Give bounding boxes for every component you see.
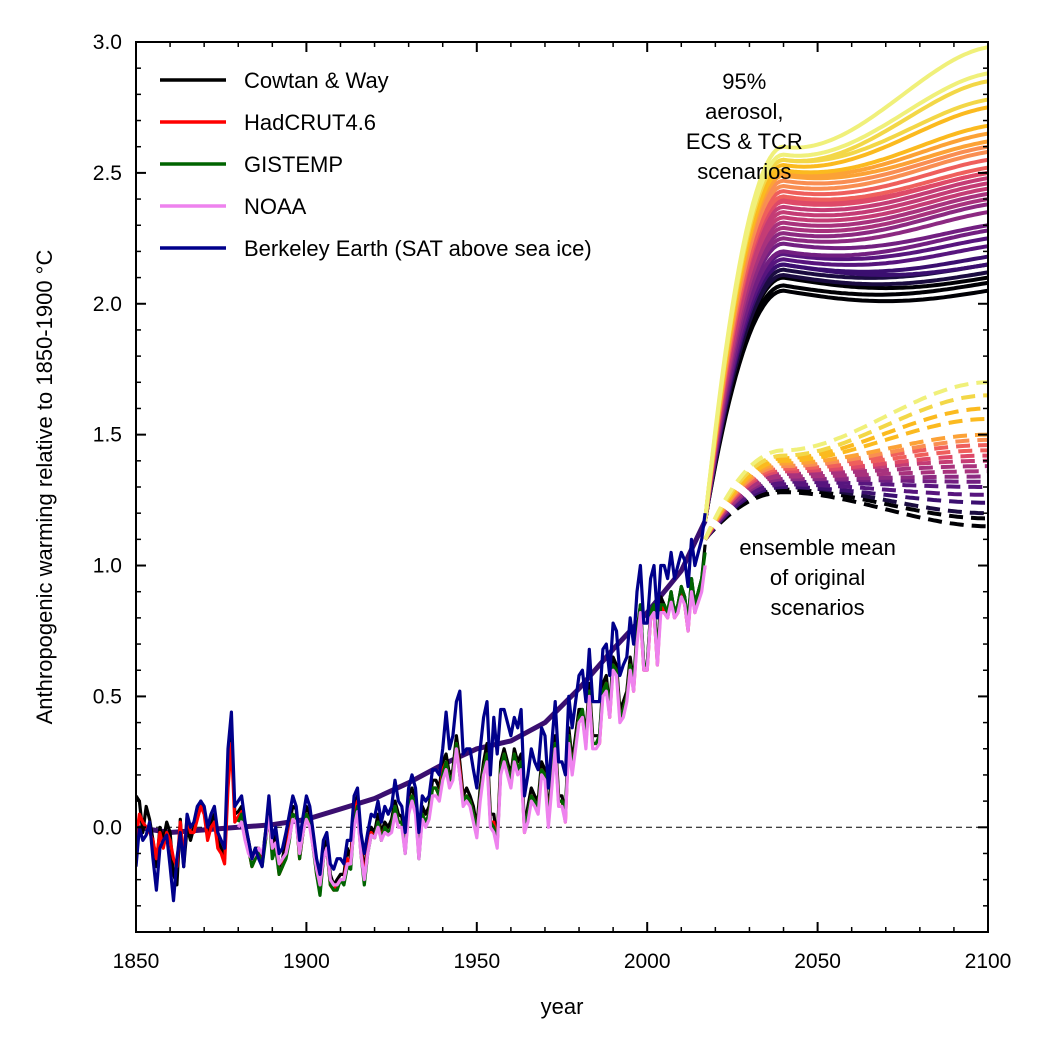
scenario-line-dashed: [703, 490, 988, 541]
legend-label: Berkeley Earth (SAT above sea ice): [244, 236, 592, 261]
legend-label: GISTEMP: [244, 152, 343, 177]
scenario-line-solid: [703, 45, 988, 522]
x-tick-label: 2000: [624, 950, 671, 973]
plot-clip-group: [136, 45, 988, 903]
annotation-line: 95%: [722, 69, 766, 94]
legend-label: Cowtan & Way: [244, 68, 389, 93]
scenario-line-dashed: [703, 487, 988, 541]
scenario-line-dashed: [703, 485, 988, 541]
x-tick-label: 1900: [283, 950, 330, 973]
y-axis-label: Anthropogenic warming relative to 1850-1…: [32, 250, 57, 725]
annotation-line: ECS & TCR: [686, 129, 803, 154]
annotation-line: scenarios: [697, 159, 791, 184]
scenario-line-dashed: [703, 485, 988, 541]
scenario-line-dashed: [703, 432, 988, 541]
observed-line-3: [236, 565, 707, 887]
x-tick-label: 2050: [794, 950, 841, 973]
scenario-line-dashed: [703, 406, 988, 541]
annotation-line: ensemble mean: [739, 535, 896, 560]
y-tick-label: 0.0: [93, 816, 122, 839]
x-tick-label: 1850: [113, 950, 160, 973]
y-tick-label: 0.5: [93, 685, 122, 708]
annotations: 95% aerosol, ECS & TCR scenarios ensemble me…: [686, 69, 896, 620]
observed-line-4: [136, 512, 707, 903]
scenario-line-dashed: [703, 416, 988, 541]
scenario-line-solid: [703, 228, 988, 522]
annotation-line: aerosol,: [705, 99, 783, 124]
y-tick-label: 1.5: [93, 424, 122, 447]
legend-label: HadCRUT4.6: [244, 110, 376, 135]
scenario-line-dashed: [703, 380, 988, 541]
plot-frame: [135, 41, 989, 933]
x-tick-label: 2100: [965, 950, 1012, 973]
x-axis-label: year: [541, 994, 584, 1019]
y-tick-label: 3.0: [93, 31, 122, 54]
y-tick-label: 1.0: [93, 555, 122, 578]
scenario-line-solid: [703, 280, 988, 522]
plot-area: [136, 45, 988, 903]
y-tick-label: 2.5: [93, 162, 122, 185]
y-tick-label: 2.0: [93, 293, 122, 316]
scenario-line-dashed: [703, 393, 988, 541]
annotation-line: of original: [770, 565, 865, 590]
legend-label: NOAA: [244, 194, 307, 219]
legend: Cowtan & Way HadCRUT4.6 GISTEMP NOAA Berkele…: [160, 68, 592, 261]
annotation-line: scenarios: [771, 595, 865, 620]
x-tick-label: 1950: [453, 950, 500, 973]
